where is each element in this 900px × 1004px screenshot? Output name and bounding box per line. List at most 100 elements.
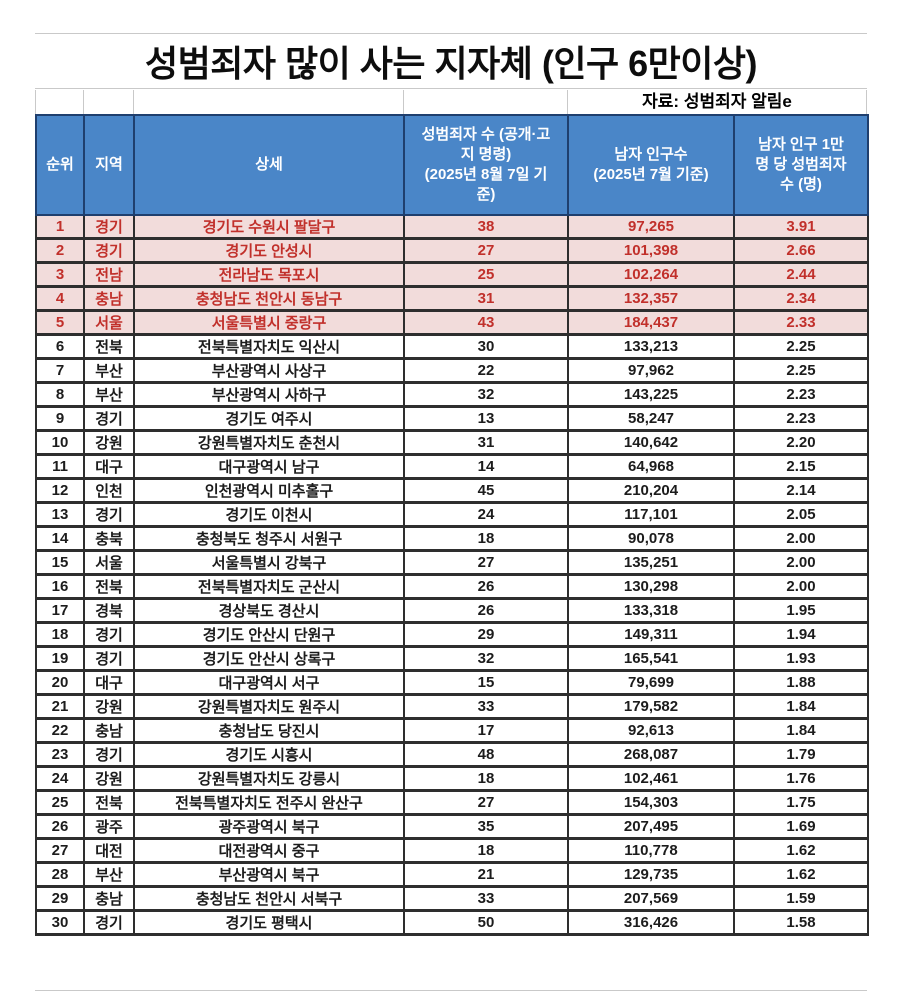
region-cell: 경북 — [83, 598, 135, 624]
rate-cell: 2.00 — [733, 526, 869, 552]
rate-cell: 1.69 — [733, 814, 869, 840]
col-header-rank: 순위 — [35, 114, 85, 216]
rank-cell: 3 — [35, 262, 85, 288]
region-cell: 전북 — [83, 334, 135, 360]
detail-cell: 충청남도 천안시 서북구 — [133, 886, 405, 912]
male-population-cell: 79,699 — [567, 670, 735, 696]
offender-count-cell: 17 — [403, 718, 569, 744]
detail-cell: 전북특별자치도 전주시 완산구 — [133, 790, 405, 816]
source-row: 자료: 성범죄자 알림e — [35, 90, 867, 114]
rank-cell: 26 — [35, 814, 85, 840]
rank-cell: 13 — [35, 502, 85, 528]
rate-cell: 1.79 — [733, 742, 869, 768]
rank-cell: 16 — [35, 574, 85, 600]
detail-cell: 충청북도 청주시 서원구 — [133, 526, 405, 552]
detail-cell: 강원특별자치도 원주시 — [133, 694, 405, 720]
offender-count-cell: 26 — [403, 598, 569, 624]
page-title: 성범죄자 많이 사는 지자체 (인구 6만이상) — [35, 33, 867, 89]
region-cell: 경기 — [83, 622, 135, 648]
region-cell: 경기 — [83, 238, 135, 264]
male-population-cell: 130,298 — [567, 574, 735, 600]
detail-cell: 경기도 안산시 상록구 — [133, 646, 405, 672]
detail-cell: 서울특별시 중랑구 — [133, 310, 405, 336]
region-cell: 인천 — [83, 478, 135, 504]
region-cell: 대구 — [83, 454, 135, 480]
male-population-cell: 129,735 — [567, 862, 735, 888]
male-population-cell: 165,541 — [567, 646, 735, 672]
table-row: 20 대구 대구광역시 서구 15 79,699 1.88 — [35, 670, 869, 696]
region-cell: 전북 — [83, 574, 135, 600]
region-cell: 경기 — [83, 910, 135, 936]
table-row: 1 경기 경기도 수원시 팔달구 38 97,265 3.91 — [35, 215, 869, 240]
offender-count-cell: 21 — [403, 862, 569, 888]
detail-cell: 경기도 안산시 단원구 — [133, 622, 405, 648]
rank-cell: 22 — [35, 718, 85, 744]
rate-cell: 1.95 — [733, 598, 869, 624]
gridline-v — [403, 90, 404, 114]
offender-count-cell: 13 — [403, 406, 569, 432]
table-body: 1 경기 경기도 수원시 팔달구 38 97,265 3.91 2 경기 경기도 안성시 27 10… — [35, 215, 869, 936]
offender-count-cell: 18 — [403, 838, 569, 864]
detail-cell: 전북특별자치도 군산시 — [133, 574, 405, 600]
male-population-cell: 117,101 — [567, 502, 735, 528]
male-population-cell: 102,264 — [567, 262, 735, 288]
rank-cell: 17 — [35, 598, 85, 624]
rate-cell: 1.94 — [733, 622, 869, 648]
offender-count-cell: 48 — [403, 742, 569, 768]
table-row: 28 부산 부산광역시 북구 21 129,735 1.62 — [35, 862, 869, 888]
gridline-v — [133, 90, 134, 114]
table-row: 10 강원 강원특별자치도 춘천시 31 140,642 2.20 — [35, 430, 869, 456]
table-row: 7 부산 부산광역시 사상구 22 97,962 2.25 — [35, 358, 869, 384]
rank-cell: 27 — [35, 838, 85, 864]
gridline-v — [866, 90, 867, 114]
offender-stats-table: 순위 지역 상세 성범죄자 수 (공개·고 지 명령) (2025년 8월 7일… — [35, 114, 869, 936]
offender-count-cell: 31 — [403, 430, 569, 456]
male-population-cell: 207,569 — [567, 886, 735, 912]
table-row: 8 부산 부산광역시 사하구 32 143,225 2.23 — [35, 382, 869, 408]
table-row: 18 경기 경기도 안산시 단원구 29 149,311 1.94 — [35, 622, 869, 648]
rank-cell: 2 — [35, 238, 85, 264]
region-cell: 광주 — [83, 814, 135, 840]
region-cell: 경기 — [83, 502, 135, 528]
offender-count-cell: 14 — [403, 454, 569, 480]
table-row: 11 대구 대구광역시 남구 14 64,968 2.15 — [35, 454, 869, 480]
rate-cell: 1.58 — [733, 910, 869, 936]
rate-cell: 2.34 — [733, 286, 869, 312]
detail-cell: 광주광역시 북구 — [133, 814, 405, 840]
offender-count-cell: 22 — [403, 358, 569, 384]
detail-cell: 인천광역시 미추홀구 — [133, 478, 405, 504]
rank-cell: 18 — [35, 622, 85, 648]
table-row: 23 경기 경기도 시흥시 48 268,087 1.79 — [35, 742, 869, 768]
rank-cell: 5 — [35, 310, 85, 336]
male-population-cell: 132,357 — [567, 286, 735, 312]
table-row: 24 강원 강원특별자치도 강릉시 18 102,461 1.76 — [35, 766, 869, 792]
offender-count-cell: 33 — [403, 886, 569, 912]
offender-count-cell: 31 — [403, 286, 569, 312]
rate-cell: 2.00 — [733, 550, 869, 576]
table-row: 30 경기 경기도 평택시 50 316,426 1.58 — [35, 910, 869, 936]
region-cell: 대구 — [83, 670, 135, 696]
offender-count-cell: 38 — [403, 215, 569, 240]
rank-cell: 29 — [35, 886, 85, 912]
region-cell: 충남 — [83, 886, 135, 912]
table-header: 순위 지역 상세 성범죄자 수 (공개·고 지 명령) (2025년 8월 7일… — [35, 114, 869, 216]
offender-count-cell: 50 — [403, 910, 569, 936]
detail-cell: 전라남도 목포시 — [133, 262, 405, 288]
region-cell: 서울 — [83, 310, 135, 336]
rate-cell: 1.88 — [733, 670, 869, 696]
male-population-cell: 92,613 — [567, 718, 735, 744]
detail-cell: 경기도 여주시 — [133, 406, 405, 432]
detail-cell: 부산광역시 북구 — [133, 862, 405, 888]
table-row: 5 서울 서울특별시 중랑구 43 184,437 2.33 — [35, 310, 869, 336]
male-population-cell: 179,582 — [567, 694, 735, 720]
rank-cell: 15 — [35, 550, 85, 576]
table-row: 26 광주 광주광역시 북구 35 207,495 1.69 — [35, 814, 869, 840]
detail-cell: 경기도 수원시 팔달구 — [133, 215, 405, 240]
rate-cell: 1.93 — [733, 646, 869, 672]
offender-count-cell: 45 — [403, 478, 569, 504]
rank-cell: 9 — [35, 406, 85, 432]
table-row: 29 충남 충청남도 천안시 서북구 33 207,569 1.59 — [35, 886, 869, 912]
rate-cell: 2.25 — [733, 334, 869, 360]
table-row: 9 경기 경기도 여주시 13 58,247 2.23 — [35, 406, 869, 432]
region-cell: 경기 — [83, 406, 135, 432]
